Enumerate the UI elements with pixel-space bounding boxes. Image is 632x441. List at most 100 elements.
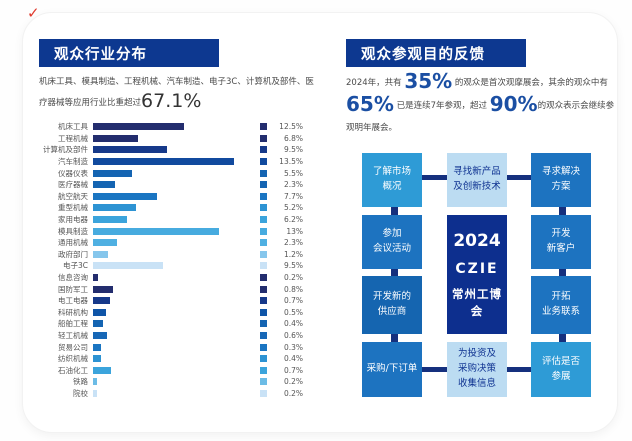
row-value: 0.2% [283, 273, 303, 283]
diagram-center-box: 2024 CZIE 常州工博会 [447, 215, 507, 334]
row-bar [93, 308, 106, 316]
slide-card: 观众行业分布 机床工具、模具制造、工程机械、汽车制造、电子3C、计算机及部件、医… [22, 12, 618, 433]
row-bar [93, 331, 107, 339]
row-bar-track [93, 262, 257, 270]
row-bar [93, 262, 163, 270]
box-label-line: 收集信息 [457, 377, 496, 389]
box-label-line: 参展 [551, 370, 571, 382]
diagram-connector [391, 332, 398, 344]
row-bar-track [93, 320, 257, 328]
row-label: 船舶工程 [58, 319, 88, 329]
right-panel-title: 观众参观目的反馈 [361, 46, 485, 63]
row-bar [93, 285, 113, 293]
row-bar [93, 366, 111, 374]
row-value: 9.5% [283, 145, 303, 155]
chart-row: 石油化工 0.7% [39, 364, 319, 376]
legend-swatch [260, 331, 267, 339]
row-value: 0.7% [283, 296, 303, 306]
row-bar [93, 297, 110, 305]
industry-intro-text: 机床工具、模具制造、工程机械、汽车制造、电子3C、计算机及部件、医疗器械等应用行… [39, 73, 315, 112]
row-bar [93, 320, 103, 328]
row-value: 0.3% [283, 342, 303, 352]
row-label: 家用电器 [58, 215, 88, 225]
diagram-connector [559, 267, 566, 278]
legend-swatch [260, 274, 267, 282]
row-bar [93, 250, 108, 258]
row-bar [93, 378, 97, 386]
legend-swatch [260, 355, 267, 363]
diagram-box: 寻找新产品 及创新技术 [447, 153, 507, 207]
legend-swatch [260, 227, 267, 235]
chart-row: 国防军工 0.8% [39, 283, 319, 295]
row-bar-track [93, 216, 257, 224]
row-label: 纺织机械 [58, 354, 88, 364]
legend-swatch [260, 378, 267, 386]
row-bar-track [93, 181, 257, 189]
legend-swatch [260, 308, 267, 316]
box-label-line: 开发 [551, 228, 571, 240]
feedback-paragraph: 2024年，共有 35% 的观众是首次观摩展会，其余的观众中有 65% 已是连续… [346, 71, 622, 139]
row-label: 电工电器 [58, 296, 88, 306]
left-panel-title-bar: 观众行业分布 [39, 39, 219, 67]
diagram-box: 为投资及 采购决策 收集信息 [447, 342, 507, 397]
diagram-connector [391, 267, 398, 278]
diagram-connector [391, 205, 398, 217]
row-label: 电子3C [62, 261, 88, 271]
row-value: 13% [286, 226, 303, 236]
row-bar-track [93, 192, 257, 200]
chart-row: 贸易公司 0.3% [39, 341, 319, 353]
legend-swatch [260, 169, 267, 177]
diagram-box: 开发 新客户 [531, 215, 591, 269]
row-value: 7.7% [283, 191, 303, 201]
chart-row: 政府部门 1.2% [39, 249, 319, 261]
row-label: 政府部门 [58, 249, 88, 259]
legend-swatch [260, 389, 267, 397]
row-bar [93, 239, 117, 247]
row-value: 6.2% [283, 215, 303, 225]
row-bar [93, 389, 97, 397]
industry-bar-chart: 机床工具 12.5% 工程机械 6.8% 计算机及部件 9.5% 汽车制造 13.5% 仪器仪表… [39, 121, 319, 399]
row-value: 2.3% [283, 180, 303, 190]
row-label: 重型机械 [58, 203, 88, 213]
legend-swatch [260, 158, 267, 166]
row-bar [93, 158, 234, 166]
box-label-line: CZIE [455, 261, 499, 277]
row-bar [93, 123, 184, 131]
row-label: 铁路 [73, 377, 88, 387]
row-label: 通用机械 [58, 238, 88, 248]
row-bar-track [93, 343, 257, 351]
chart-row: 工程机械 6.8% [39, 133, 319, 145]
row-bar [93, 192, 157, 200]
diagram-box: 参加 会议活动 [362, 215, 422, 269]
legend-swatch [260, 262, 267, 270]
row-label: 航空航天 [58, 191, 88, 201]
row-bar-track [93, 285, 257, 293]
chart-row: 医疗器械 2.3% [39, 179, 319, 191]
intro-highlight-percent: 67.1% [141, 89, 202, 112]
chart-row: 铁路 0.2% [39, 376, 319, 388]
intro-body: 机床工具、模具制造、工程机械、汽车制造、电子3C、计算机及部件、医疗器械等应用行… [39, 77, 314, 108]
row-bar-track [93, 366, 257, 374]
legend-swatch [260, 146, 267, 154]
paragraph-text: 的观众是首次观摩展会，其余的观众中有 [452, 78, 608, 88]
row-bar-track [93, 204, 257, 212]
box-label-line: 参加 [382, 228, 402, 240]
row-label: 计算机及部件 [43, 145, 88, 155]
row-value: 0.6% [283, 330, 303, 340]
row-value: 1.2% [283, 249, 303, 259]
legend-swatch [260, 297, 267, 305]
legend-swatch [260, 250, 267, 258]
chart-row: 重型机械 5.2% [39, 202, 319, 214]
chart-row: 家用电器 6.2% [39, 214, 319, 226]
row-bar [93, 343, 101, 351]
row-bar-track [93, 227, 257, 235]
legend-swatch [260, 123, 267, 131]
chart-row: 信息咨询 0.2% [39, 272, 319, 284]
row-value: 0.2% [283, 377, 303, 387]
box-label-line: 寻求解决 [541, 166, 580, 178]
left-panel-title: 观众行业分布 [54, 46, 147, 63]
diagram-connector [506, 175, 531, 180]
row-bar [93, 227, 219, 235]
legend-swatch [260, 192, 267, 200]
row-label: 工程机械 [58, 133, 88, 143]
